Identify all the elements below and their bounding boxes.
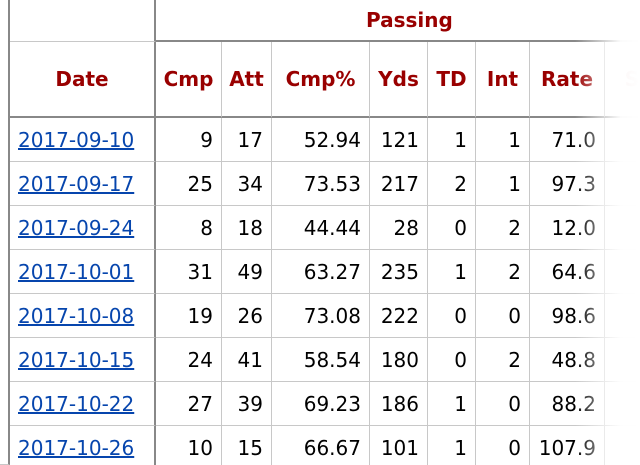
stat-cell: 1 [428,426,476,465]
column-header: Rate [530,42,605,118]
stat-cell: 48.8 [530,338,605,382]
column-header: Cmp% [272,42,370,118]
stat-cell: 88.2 [530,382,605,426]
stat-cell: 2 [476,206,530,250]
empty-cell [605,250,640,294]
stat-cell: 69.23 [272,382,370,426]
empty-cell [605,338,640,382]
date-cell: 2017-10-26 [10,426,156,465]
stat-cell: 34 [222,162,272,206]
empty-cell [605,162,640,206]
stat-cell: 28 [370,206,428,250]
stat-cell: 71.0 [530,118,605,162]
empty-cell [605,118,640,162]
stat-cell: 41 [222,338,272,382]
stat-cell: 1 [428,118,476,162]
date-cell: 2017-09-24 [10,206,156,250]
date-cell: 2017-09-10 [10,118,156,162]
stat-cell: 2 [428,162,476,206]
stat-cell: 19 [156,294,222,338]
stat-cell: 25 [156,162,222,206]
empty-cell [605,426,640,465]
row-stub [0,0,10,465]
stat-cell: 97.3 [530,162,605,206]
stat-cell: 52.94 [272,118,370,162]
stat-cell: 2 [476,250,530,294]
stat-cell: 235 [370,250,428,294]
stat-cell: 186 [370,382,428,426]
column-header: Int [476,42,530,118]
stat-cell: 49 [222,250,272,294]
stat-cell: 10 [156,426,222,465]
stat-cell: 58.54 [272,338,370,382]
stat-cell: 98.6 [530,294,605,338]
date-link[interactable]: 2017-10-01 [18,259,135,284]
stat-cell: 31 [156,250,222,294]
stat-cell: 18 [222,206,272,250]
stat-cell: 17 [222,118,272,162]
stat-cell: 1 [428,382,476,426]
stat-cell: 217 [370,162,428,206]
stat-cell: 64.6 [530,250,605,294]
empty-cell [605,206,640,250]
date-link[interactable]: 2017-09-17 [18,171,135,196]
date-link[interactable]: 2017-09-10 [18,127,135,152]
stat-cell: 2 [476,338,530,382]
stat-cell: 0 [476,294,530,338]
stat-cell: 15 [222,426,272,465]
stat-cell: 1 [476,118,530,162]
date-cell: 2017-09-17 [10,162,156,206]
date-link[interactable]: 2017-10-22 [18,391,135,416]
stat-cell: 1 [476,162,530,206]
stat-cell: 0 [476,382,530,426]
stat-cell: 12.0 [530,206,605,250]
stat-cell: 27 [156,382,222,426]
empty-cell [605,382,640,426]
date-cell: 2017-10-15 [10,338,156,382]
stat-cell: 180 [370,338,428,382]
column-header: Att [222,42,272,118]
empty-cell [605,294,640,338]
stat-cell: 26 [222,294,272,338]
date-link[interactable]: 2017-10-15 [18,347,135,372]
column-header: Yds [370,42,428,118]
stat-cell: 24 [156,338,222,382]
stat-cell: 63.27 [272,250,370,294]
stat-cell: 0 [428,206,476,250]
date-cell: 2017-10-01 [10,250,156,294]
column-header: Cmp [156,42,222,118]
stat-cell: 0 [428,338,476,382]
stat-cell: 66.67 [272,426,370,465]
date-link[interactable]: 2017-10-08 [18,303,135,328]
date-link[interactable]: 2017-09-24 [18,215,135,240]
date-link[interactable]: 2017-10-26 [18,435,135,460]
stat-cell: 39 [222,382,272,426]
stat-cell: 1 [428,250,476,294]
stat-cell: 9 [156,118,222,162]
column-header: TD [428,42,476,118]
stat-cell: 107.9 [530,426,605,465]
stat-cell: 101 [370,426,428,465]
stat-cell: 73.53 [272,162,370,206]
stat-cell: 0 [428,294,476,338]
column-header: Date [10,42,156,118]
date-cell: 2017-10-08 [10,294,156,338]
stat-cell: 44.44 [272,206,370,250]
date-cell: 2017-10-22 [10,382,156,426]
group-header: Passing [156,0,640,42]
stat-cell: 8 [156,206,222,250]
corner-cell [10,0,156,42]
stat-cell: 121 [370,118,428,162]
stat-cell: 222 [370,294,428,338]
stat-cell: 0 [476,426,530,465]
column-header: S [605,42,640,118]
stat-cell: 73.08 [272,294,370,338]
